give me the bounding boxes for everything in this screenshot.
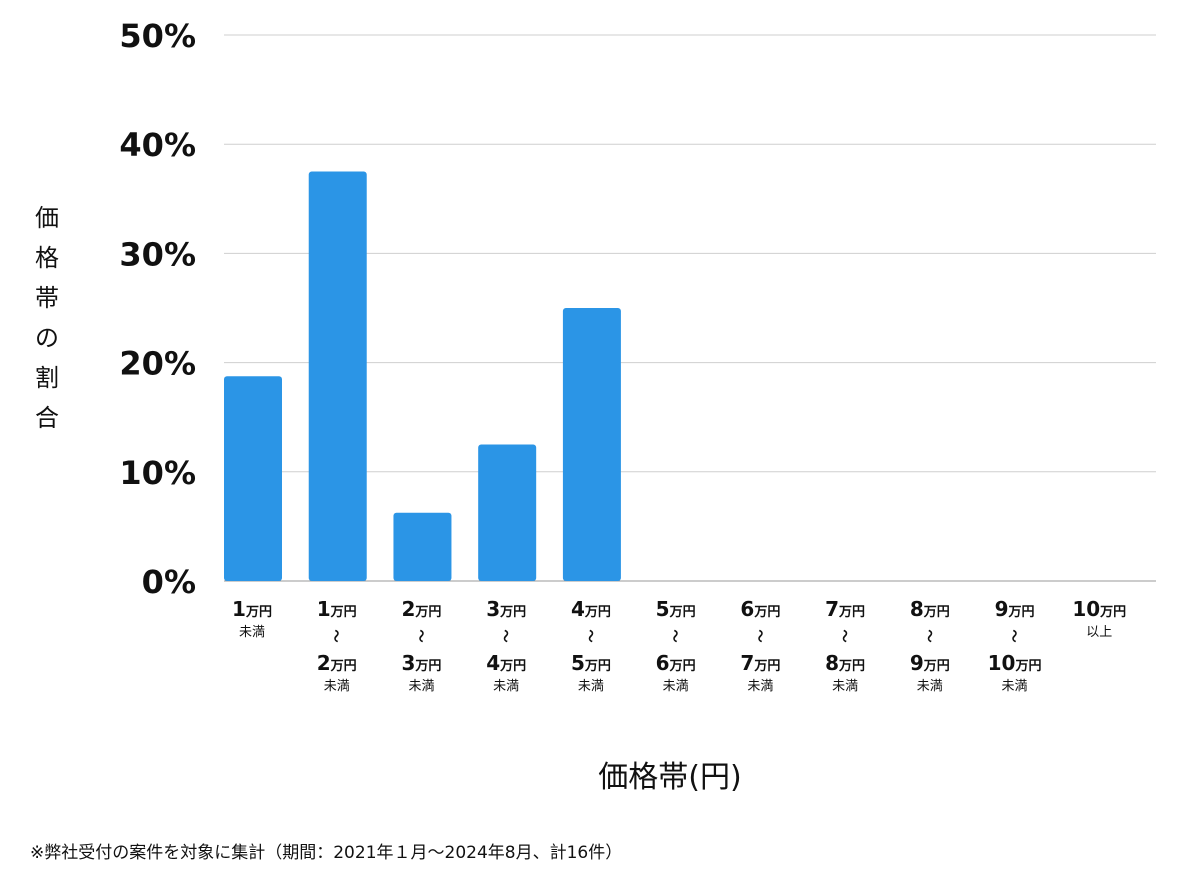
- x-tick-range-mark: 〜: [412, 629, 427, 642]
- x-tick-range-mark: 〜: [836, 629, 851, 642]
- x-tick-sublabel: 未満: [1002, 679, 1028, 694]
- bar: [308, 171, 367, 581]
- y-axis-label-char: 合: [35, 404, 59, 432]
- x-tick-label-upper: 2万円: [317, 651, 357, 675]
- bar: [224, 376, 282, 581]
- x-tick-sublabel: 未満: [578, 679, 604, 694]
- x-tick-label: 8万円: [910, 597, 950, 621]
- x-tick-range-mark: 〜: [751, 629, 766, 642]
- x-tick-range-mark: 〜: [667, 629, 682, 642]
- x-tick-label: 5万円: [656, 597, 696, 621]
- y-tick-label: 40%: [119, 126, 196, 164]
- x-tick-label-upper: 10万円: [988, 651, 1042, 675]
- x-tick-sublabel: 未満: [917, 679, 943, 694]
- x-tick-range-mark: 〜: [497, 629, 512, 642]
- x-tick-range-mark: 〜: [1006, 629, 1021, 642]
- x-tick-sublabel: 未満: [832, 679, 858, 694]
- y-axis-label: 価格帯の割合: [30, 198, 64, 438]
- x-tick-sublabel: 未満: [408, 679, 434, 694]
- x-tick-label: 6万円: [740, 597, 780, 621]
- y-axis-label-char: 割: [35, 364, 59, 392]
- y-tick-label: 10%: [119, 454, 196, 492]
- x-tick-label-upper: 4万円: [486, 651, 526, 675]
- x-tick-sublabel: 未満: [747, 679, 773, 694]
- x-tick-sublabel: 以上: [1086, 625, 1112, 640]
- x-tick-sublabel: 未満: [324, 679, 350, 694]
- bar: [562, 308, 621, 581]
- x-tick-range-mark: 〜: [582, 629, 597, 642]
- x-tick-label-upper: 3万円: [401, 651, 441, 675]
- y-tick-label: 30%: [119, 235, 196, 273]
- x-tick-label-upper: 5万円: [571, 651, 611, 675]
- x-tick-sublabel: 未満: [493, 679, 519, 694]
- y-axis-label-char: 格: [35, 244, 59, 272]
- x-tick-label: 4万円: [571, 597, 611, 621]
- y-tick-label: 0%: [142, 563, 196, 601]
- y-axis-label-char: 価: [35, 204, 59, 232]
- x-tick-label-upper: 9万円: [910, 651, 950, 675]
- bar: [478, 444, 537, 581]
- y-axis-label-char: 帯: [35, 284, 59, 312]
- x-tick-sublabel: 未満: [663, 679, 689, 694]
- x-tick-label-upper: 7万円: [740, 651, 780, 675]
- x-tick-label: 2万円: [401, 597, 441, 621]
- x-tick-label: 1万円: [317, 597, 357, 621]
- bar: [393, 512, 452, 581]
- x-tick-label-upper: 8万円: [825, 651, 865, 675]
- x-tick-label: 9万円: [995, 597, 1035, 621]
- footnote: ※弊社受付の案件を対象に集計（期間：2021年１月〜2024年8月、計16件）: [30, 843, 623, 863]
- y-tick-label: 50%: [119, 17, 196, 55]
- x-tick-label: 1万円: [232, 597, 272, 621]
- x-tick-range-mark: 〜: [921, 629, 936, 642]
- x-tick-range-mark: 〜: [328, 629, 343, 642]
- x-tick-label-upper: 6万円: [656, 651, 696, 675]
- y-axis-label-char: の: [35, 324, 59, 352]
- x-tick-label: 10万円: [1072, 597, 1126, 621]
- x-tick-label: 3万円: [486, 597, 526, 621]
- x-axis-label: 価格帯(円): [598, 760, 742, 795]
- y-tick-label: 20%: [119, 345, 196, 383]
- x-tick-label: 7万円: [825, 597, 865, 621]
- x-tick-sublabel: 未満: [239, 625, 265, 640]
